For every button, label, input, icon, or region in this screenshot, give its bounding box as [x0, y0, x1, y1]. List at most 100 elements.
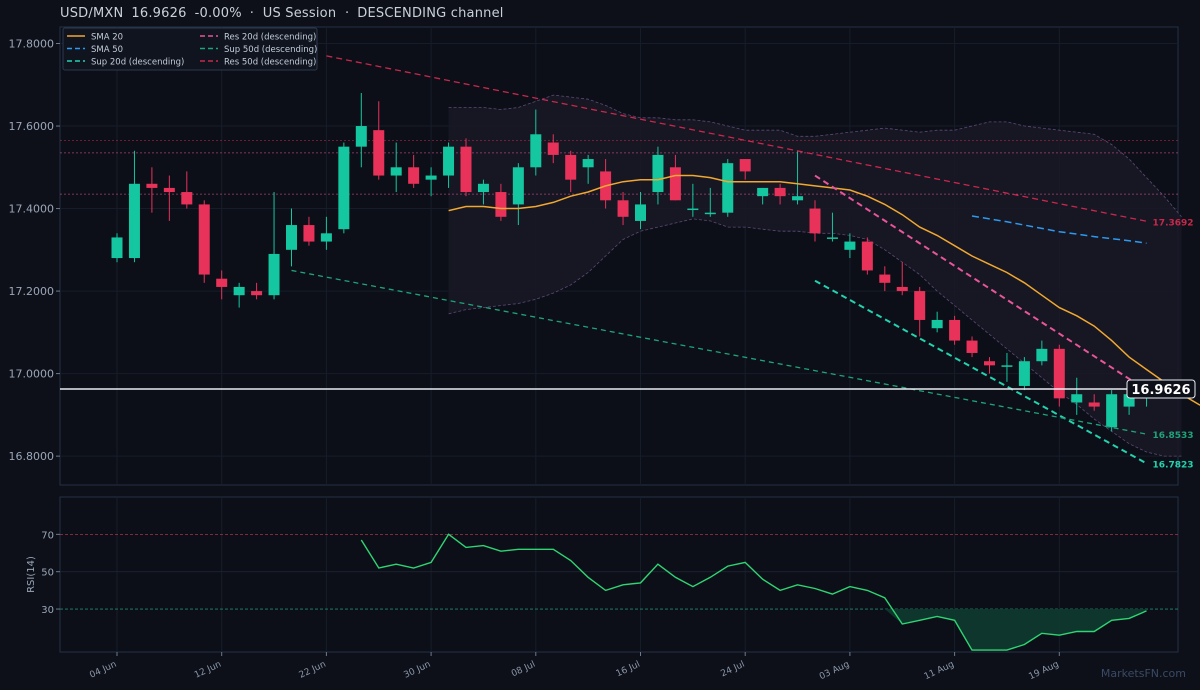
watermark: MarketsFN.com — [1100, 667, 1186, 680]
candle-body — [128, 183, 140, 259]
candle-body — [495, 192, 507, 217]
header-price: 16.9626 — [131, 6, 187, 21]
candle-body — [1018, 361, 1030, 386]
candle-body — [687, 208, 699, 211]
candle-body — [233, 286, 245, 296]
candle-body — [844, 241, 856, 250]
candle-body — [460, 146, 472, 193]
candle-body — [320, 233, 332, 242]
candle-body — [1106, 394, 1118, 428]
candle-body — [111, 237, 123, 259]
candle-body — [984, 361, 995, 366]
candle-body — [338, 146, 350, 230]
candle-body — [861, 241, 873, 271]
trendline — [814, 279, 1148, 465]
sma20-line — [448, 174, 1200, 406]
x-tick-label: 19 Aug — [1027, 660, 1060, 683]
candle-body — [617, 200, 629, 217]
candle-body — [704, 212, 716, 215]
candle-body — [652, 154, 664, 193]
candle-body — [669, 167, 681, 201]
y-tick-label: 17.0000 — [9, 368, 55, 381]
candle-body — [425, 175, 437, 180]
candle-body — [739, 159, 751, 172]
rsi-y-tick-label: 50 — [41, 568, 54, 579]
candle-body — [477, 183, 489, 193]
x-tick-label: 12 Jun — [193, 660, 223, 681]
chart-header: USD/MXN 16.9626 -0.00% · US Session · DESCEN… — [60, 6, 512, 21]
candle-body — [1071, 394, 1083, 403]
trendline-end-label: 17.3692 — [1153, 218, 1194, 228]
y-tick-label: 16.8000 — [9, 450, 55, 463]
price-panel: 16.8000 17.0000 17.2000 17.4000 17.6000 17.80… — [9, 26, 1200, 486]
candle-body — [390, 167, 402, 176]
x-tick-label: 11 Aug — [923, 660, 956, 683]
x-tick-label: 22 Jun — [298, 660, 328, 681]
candle-body — [931, 319, 943, 329]
x-tick-label: 30 Jun — [402, 660, 432, 681]
header-change: -0.00% — [194, 6, 242, 21]
candle-body — [966, 340, 978, 353]
legend-label: Sup 50d (descending) — [224, 45, 317, 55]
candle-body — [251, 291, 263, 296]
rsi-y-tick-label: 30 — [41, 605, 54, 616]
bollinger-band-fill — [448, 95, 1182, 457]
trendline — [814, 174, 1148, 391]
y-tick-label: 17.2000 — [9, 285, 55, 298]
candle-body — [373, 130, 385, 176]
candle-body — [949, 319, 961, 341]
x-tick-label: 08 Jul — [510, 660, 537, 680]
x-tick-label: 04 Jun — [88, 660, 118, 681]
candle-body — [914, 291, 926, 320]
candle-body — [774, 187, 786, 197]
y-tick-label: 17.4000 — [9, 203, 55, 216]
x-axis: 04 Jun 12 Jun 22 Jun 30 Jun 08 Jul 16 Jul 24 J… — [88, 652, 1061, 683]
x-tick-label: 03 Aug — [818, 660, 851, 683]
rsi-line — [360, 533, 1147, 651]
candle-body — [355, 126, 367, 147]
candle-body — [1036, 348, 1048, 362]
candle-body — [146, 183, 158, 188]
header-session: · US Session · — [249, 6, 350, 21]
bollinger-upper-line — [448, 94, 1182, 218]
candle-body — [722, 163, 734, 213]
candle-body — [1001, 365, 1013, 367]
x-tick-label: 16 Jul — [615, 660, 642, 680]
rsi-panel: 30 50 70 RSI(14) — [26, 496, 1179, 653]
pair-symbol: USD/MXN — [60, 6, 124, 21]
candle-body — [1088, 402, 1100, 407]
legend: SMA 20 SMA 50 Sup 20d (descending) Res 20d … — [62, 27, 318, 71]
y-tick-label: 17.6000 — [9, 120, 55, 133]
header-channel: DESCENDING channel — [357, 6, 504, 21]
candle-body — [565, 154, 577, 180]
candle-body — [1053, 348, 1065, 399]
candle-body — [163, 187, 175, 193]
candle-body — [1123, 394, 1135, 407]
sma50-line — [971, 215, 1147, 244]
candle-body — [635, 204, 646, 221]
candle-body — [198, 204, 210, 275]
legend-label: Res 50d (descending) — [224, 58, 316, 68]
candle-body — [879, 274, 891, 283]
candle-body — [809, 208, 821, 234]
candle-body — [408, 167, 420, 184]
legend-label: Res 20d (descending) — [224, 33, 316, 43]
candle-body — [303, 225, 315, 242]
last-price-tag — [1126, 379, 1196, 399]
candle-body — [582, 159, 594, 168]
candle-body — [181, 192, 193, 205]
candle-body — [826, 237, 838, 239]
candle-body — [286, 225, 297, 250]
legend-label: SMA 20 — [91, 33, 123, 43]
candle-body — [547, 142, 559, 155]
x-tick-label: 24 Jul — [719, 660, 746, 680]
candle-body — [757, 187, 769, 197]
legend-label: SMA 50 — [91, 45, 123, 55]
candle-body — [530, 134, 542, 168]
candle-body — [443, 146, 455, 176]
legend-frame — [62, 27, 318, 71]
legend-label: Sup 20d (descending) — [91, 58, 184, 68]
rsi-axis-label: RSI(14) — [26, 556, 37, 593]
candle-body — [792, 196, 804, 201]
